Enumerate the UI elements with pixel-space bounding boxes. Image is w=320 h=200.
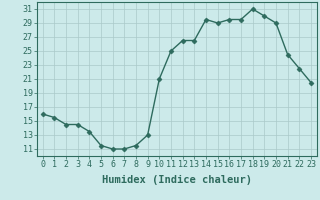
X-axis label: Humidex (Indice chaleur): Humidex (Indice chaleur) [102,175,252,185]
